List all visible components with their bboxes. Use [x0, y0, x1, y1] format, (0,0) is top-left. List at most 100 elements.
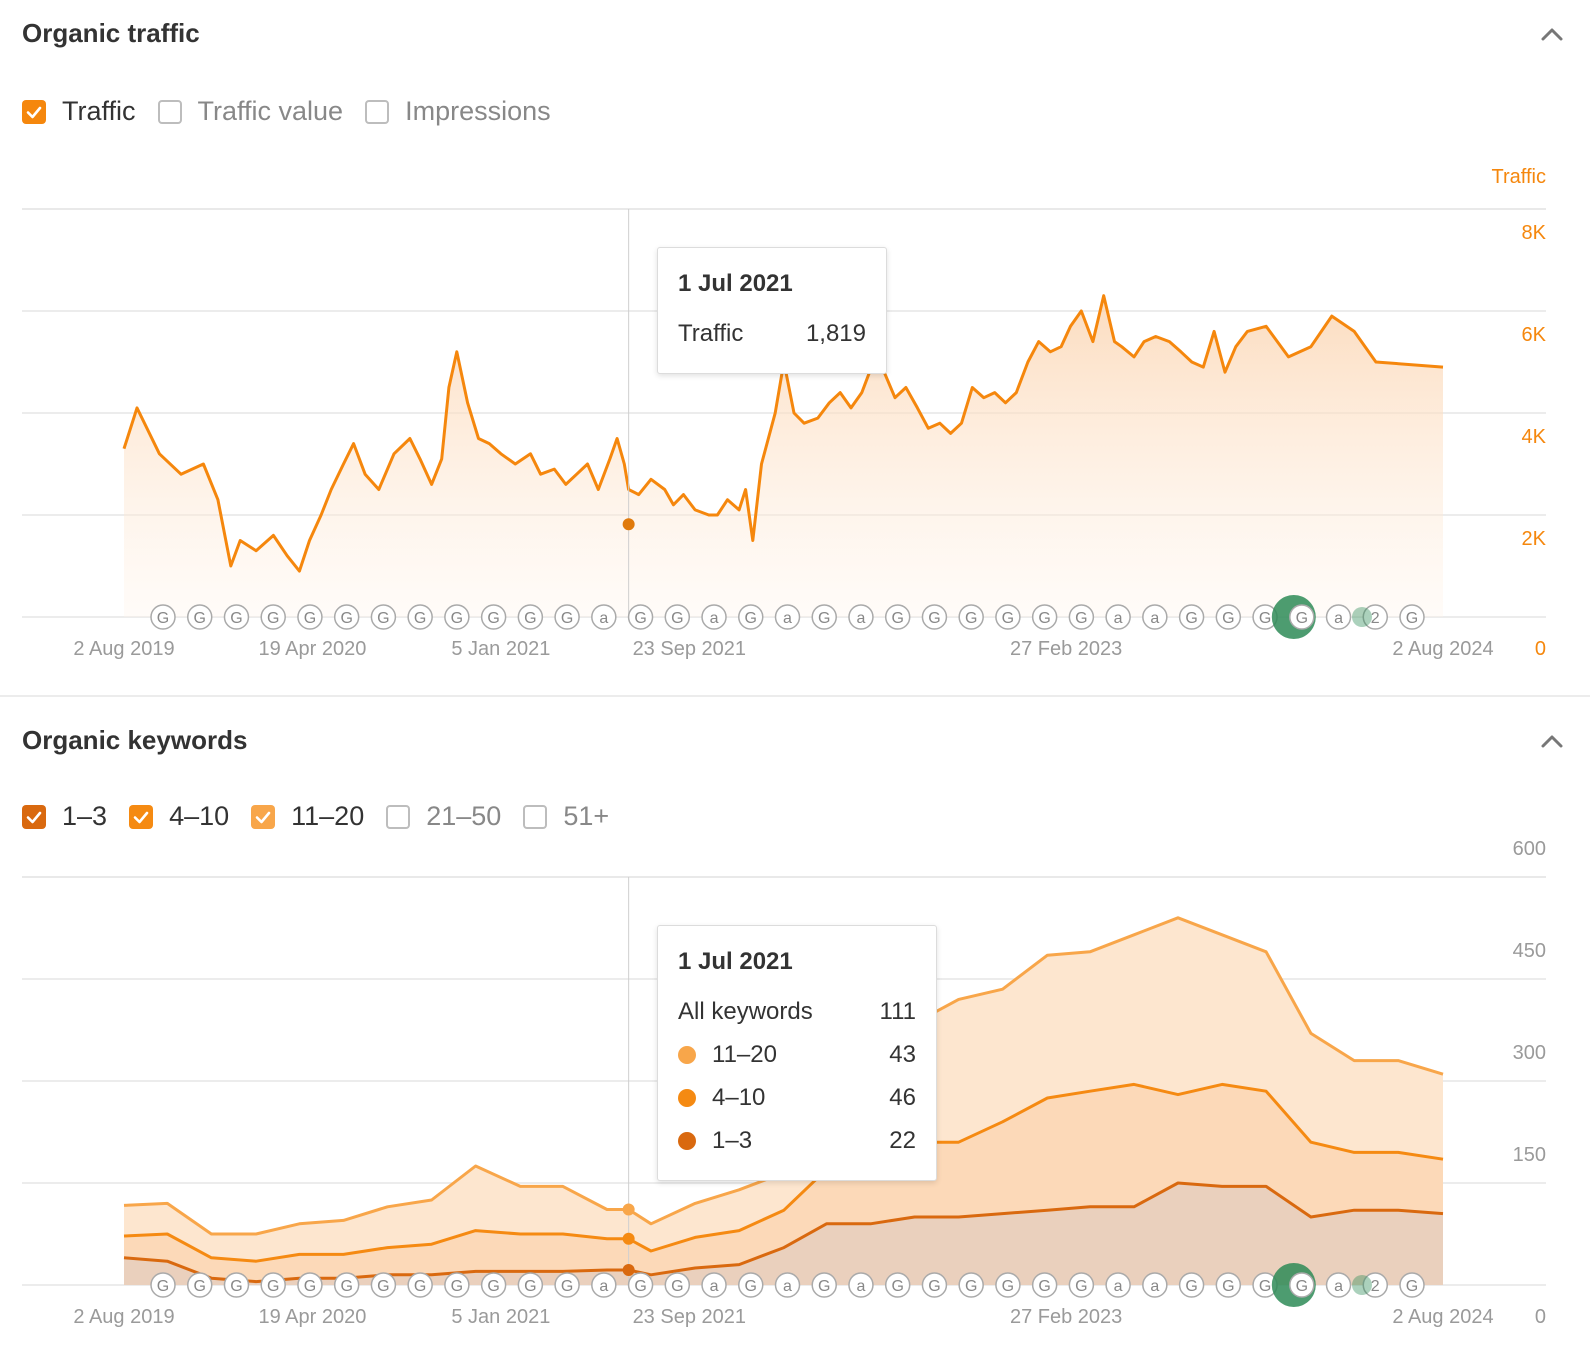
google-update-icon[interactable]: G	[627, 1272, 654, 1298]
google-update-icon[interactable]: G	[333, 604, 360, 630]
tooltip-label: 11–20	[712, 1040, 777, 1068]
annotation-a-icon[interactable]: a	[1142, 604, 1168, 630]
annotation-a-icon[interactable]: a	[1142, 1272, 1168, 1298]
google-update-icon[interactable]: G	[186, 1272, 213, 1298]
marker-circle	[370, 1272, 397, 1298]
collapse-chevron-up-icon[interactable]	[1538, 20, 1566, 48]
google-update-icon[interactable]: G	[1215, 604, 1242, 630]
google-update-icon[interactable]: G	[297, 1272, 323, 1298]
annotation-a-icon[interactable]: a	[591, 1272, 617, 1298]
google-update-icon[interactable]: G	[1271, 595, 1316, 639]
google-update-icon[interactable]: G	[995, 1272, 1021, 1298]
marker-circle	[1178, 1272, 1205, 1298]
google-update-icon[interactable]: G	[627, 604, 654, 630]
google-update-icon[interactable]: G	[333, 1272, 360, 1298]
marker-circle	[480, 1272, 507, 1298]
annotation-a-icon[interactable]: a	[848, 604, 874, 630]
checkbox-empty-icon[interactable]	[523, 804, 548, 829]
annotation-a-icon[interactable]: a	[1105, 1272, 1131, 1298]
google-update-icon[interactable]: G	[223, 1272, 250, 1298]
google-update-icon[interactable]: G	[664, 1272, 691, 1298]
checkbox-empty-icon[interactable]	[157, 99, 182, 124]
google-update-icon[interactable]: G	[921, 604, 948, 630]
checkbox-21-50[interactable]: 21–50	[386, 801, 501, 832]
organic-traffic-section: Organic traffic Traffic Traffic value Impr…	[0, 18, 1590, 697]
google-update-icon[interactable]: G	[223, 604, 250, 630]
checkbox-empty-icon[interactable]	[386, 804, 411, 829]
google-update-icon[interactable]: G	[1215, 1272, 1242, 1298]
annotation-a-icon[interactable]: a	[1325, 604, 1352, 630]
google-update-icon[interactable]: G	[1068, 604, 1095, 630]
google-update-icon[interactable]: G	[1031, 604, 1058, 630]
google-update-icon[interactable]: G	[1178, 604, 1205, 630]
checkbox-traffic-value[interactable]: Traffic value	[157, 96, 344, 127]
google-update-icon[interactable]: G	[186, 604, 213, 630]
annotation-a-icon[interactable]: a	[591, 604, 617, 630]
google-update-icon[interactable]: G	[884, 1272, 911, 1298]
annotation-a-icon[interactable]: a	[848, 1272, 874, 1298]
checkbox-4-10[interactable]: 4–10	[129, 801, 229, 832]
annotation-a-icon[interactable]: a	[701, 1272, 727, 1298]
google-update-icon[interactable]: G	[1068, 1272, 1095, 1298]
annotation-a-icon[interactable]: a	[701, 604, 727, 630]
google-update-icon[interactable]: G	[407, 604, 433, 630]
google-update-icon[interactable]: G	[811, 604, 837, 630]
google-update-icon[interactable]: G	[554, 604, 580, 630]
checkbox-11-20[interactable]: 11–20	[251, 801, 364, 832]
google-update-icon[interactable]: G	[370, 604, 397, 630]
checkbox-impressions[interactable]: Impressions	[365, 96, 551, 127]
google-update-icon[interactable]: G	[1031, 1272, 1058, 1298]
checkbox-traffic[interactable]: Traffic	[22, 96, 136, 127]
google-update-icon[interactable]: G	[260, 604, 286, 630]
google-update-icon[interactable]: G	[517, 1272, 544, 1298]
google-update-icon[interactable]: G	[921, 1272, 948, 1298]
collapse-chevron-up-icon[interactable]	[1538, 727, 1566, 755]
google-update-icon[interactable]: G	[811, 1272, 837, 1298]
annotation-a-icon[interactable]: a	[1105, 604, 1131, 630]
annotation-a-icon[interactable]: a	[774, 1272, 801, 1298]
annotation-count-icon[interactable]: 2	[1362, 604, 1389, 630]
checkbox-51-[interactable]: 51+	[523, 801, 609, 832]
annotation-a-icon[interactable]: a	[774, 604, 801, 630]
google-update-icon[interactable]: G	[1399, 604, 1425, 630]
marker-glyph: a	[599, 1278, 608, 1295]
google-update-icon[interactable]: G	[958, 1272, 984, 1298]
y-tick-label: 8K	[1522, 222, 1547, 244]
google-update-icon[interactable]: G	[554, 1272, 580, 1298]
google-update-icon[interactable]: G	[884, 604, 911, 630]
google-update-icon[interactable]: G	[370, 1272, 397, 1298]
checkbox-label: Traffic value	[197, 96, 344, 126]
tooltip-row: Traffic 1,819	[678, 312, 866, 355]
checkbox-checked-icon[interactable]	[22, 99, 46, 124]
annotation-count-icon[interactable]: 2	[1362, 1272, 1389, 1298]
google-update-icon[interactable]: G	[480, 1272, 507, 1298]
google-update-icon[interactable]: G	[297, 604, 323, 630]
checkbox-checked-icon[interactable]	[22, 804, 46, 829]
marker-circle	[444, 1272, 470, 1298]
checkbox-empty-icon[interactable]	[365, 99, 390, 124]
google-update-icon[interactable]: G	[1178, 1272, 1205, 1298]
checkbox-checked-icon[interactable]	[251, 804, 276, 829]
google-update-icon[interactable]: G	[1252, 1272, 1278, 1298]
checkbox-checked-icon[interactable]	[129, 804, 154, 829]
google-update-icon[interactable]: G	[958, 604, 984, 630]
y-axis-title: Traffic	[1492, 166, 1546, 188]
google-update-icon[interactable]: G	[150, 604, 176, 630]
google-update-icon[interactable]: G	[738, 1272, 764, 1298]
google-update-icon[interactable]: G	[260, 1272, 286, 1298]
google-update-icon[interactable]: G	[1271, 1263, 1316, 1307]
google-update-icon[interactable]: G	[738, 604, 764, 630]
google-update-icon[interactable]: G	[150, 1272, 176, 1298]
google-update-icon[interactable]: G	[480, 604, 507, 630]
google-update-icon[interactable]: G	[1399, 1272, 1425, 1298]
checkbox-1-3[interactable]: 1–3	[22, 801, 107, 832]
google-update-icon[interactable]: G	[517, 604, 544, 630]
google-update-icon[interactable]: G	[995, 604, 1021, 630]
google-update-icon[interactable]: G	[664, 604, 691, 630]
google-update-icon[interactable]: G	[407, 1272, 433, 1298]
marker-circle	[517, 1272, 544, 1298]
google-update-icon[interactable]: G	[444, 1272, 470, 1298]
marker-glyph: G	[671, 610, 683, 627]
annotation-a-icon[interactable]: a	[1325, 1272, 1352, 1298]
google-update-icon[interactable]: G	[444, 604, 470, 630]
